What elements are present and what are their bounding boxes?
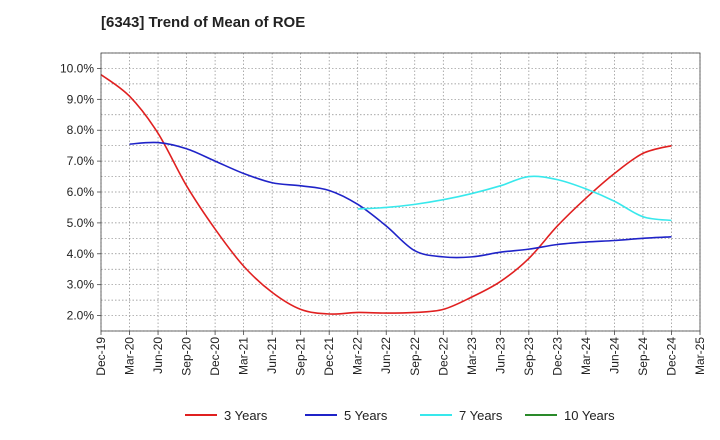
series-line-3-years	[100, 73, 672, 315]
y-tick-label: 4.0%	[67, 247, 95, 261]
y-tick-label: 10.0%	[60, 61, 94, 75]
x-tick-label: Mar-23	[465, 337, 479, 375]
y-tick-label: 8.0%	[67, 123, 95, 137]
x-tick-label: Mar-22	[351, 337, 365, 375]
series-line-5-years	[129, 141, 672, 259]
x-tick-label: Jun-20	[151, 337, 165, 374]
x-tick-label: Dec-20	[208, 337, 222, 376]
series-line-7-years	[357, 175, 672, 222]
legend-label-5-years: 5 Years	[344, 408, 388, 423]
x-tick-label: Sep-24	[636, 337, 650, 376]
series-layer	[100, 73, 672, 315]
x-tick-label: Mar-20	[123, 337, 137, 375]
x-tick-label: Jun-22	[379, 337, 393, 374]
x-tick-label: Sep-23	[522, 337, 536, 376]
x-tick-label: Dec-22	[436, 337, 450, 376]
x-tick-label: Sep-22	[408, 337, 422, 376]
x-tick-label: Jun-21	[265, 337, 279, 374]
y-tick-label: 9.0%	[67, 92, 95, 106]
grid-layer	[100, 52, 701, 332]
y-tick-label: 6.0%	[67, 185, 95, 199]
legend-label-3-years: 3 Years	[224, 408, 268, 423]
x-tick-label: Sep-20	[180, 337, 194, 376]
x-tick-label: Dec-24	[664, 337, 678, 376]
x-tick-label: Sep-21	[294, 337, 308, 376]
plot-frame	[100, 52, 701, 332]
x-tick-label: Mar-21	[237, 337, 251, 375]
x-tick-label: Dec-23	[550, 337, 564, 376]
y-tick-label: 7.0%	[67, 154, 95, 168]
y-tick-label: 3.0%	[67, 278, 95, 292]
chart-title: [6343] Trend of Mean of ROE	[101, 14, 306, 31]
legend-layer: 3 Years 5 Years 7 Years 10 Years	[185, 408, 615, 423]
x-tick-label: Dec-21	[322, 337, 336, 376]
x-tick-label: Mar-24	[579, 337, 593, 375]
y-tick-label: 5.0%	[67, 216, 95, 230]
legend-label-10-years: 10 Years	[564, 408, 615, 423]
axis-layer: Dec-19 Mar-20 Jun-20 Sep-20 Dec-20 Mar-21 Jun-…	[60, 52, 707, 376]
x-tick-label: Dec-19	[94, 337, 108, 376]
legend-label-7-years: 7 Years	[459, 408, 503, 423]
x-tick-label: Jun-23	[493, 337, 507, 374]
x-tick-label: Jun-24	[607, 337, 621, 374]
y-tick-label: 2.0%	[67, 309, 95, 323]
x-tick-label: Mar-25	[693, 337, 707, 375]
